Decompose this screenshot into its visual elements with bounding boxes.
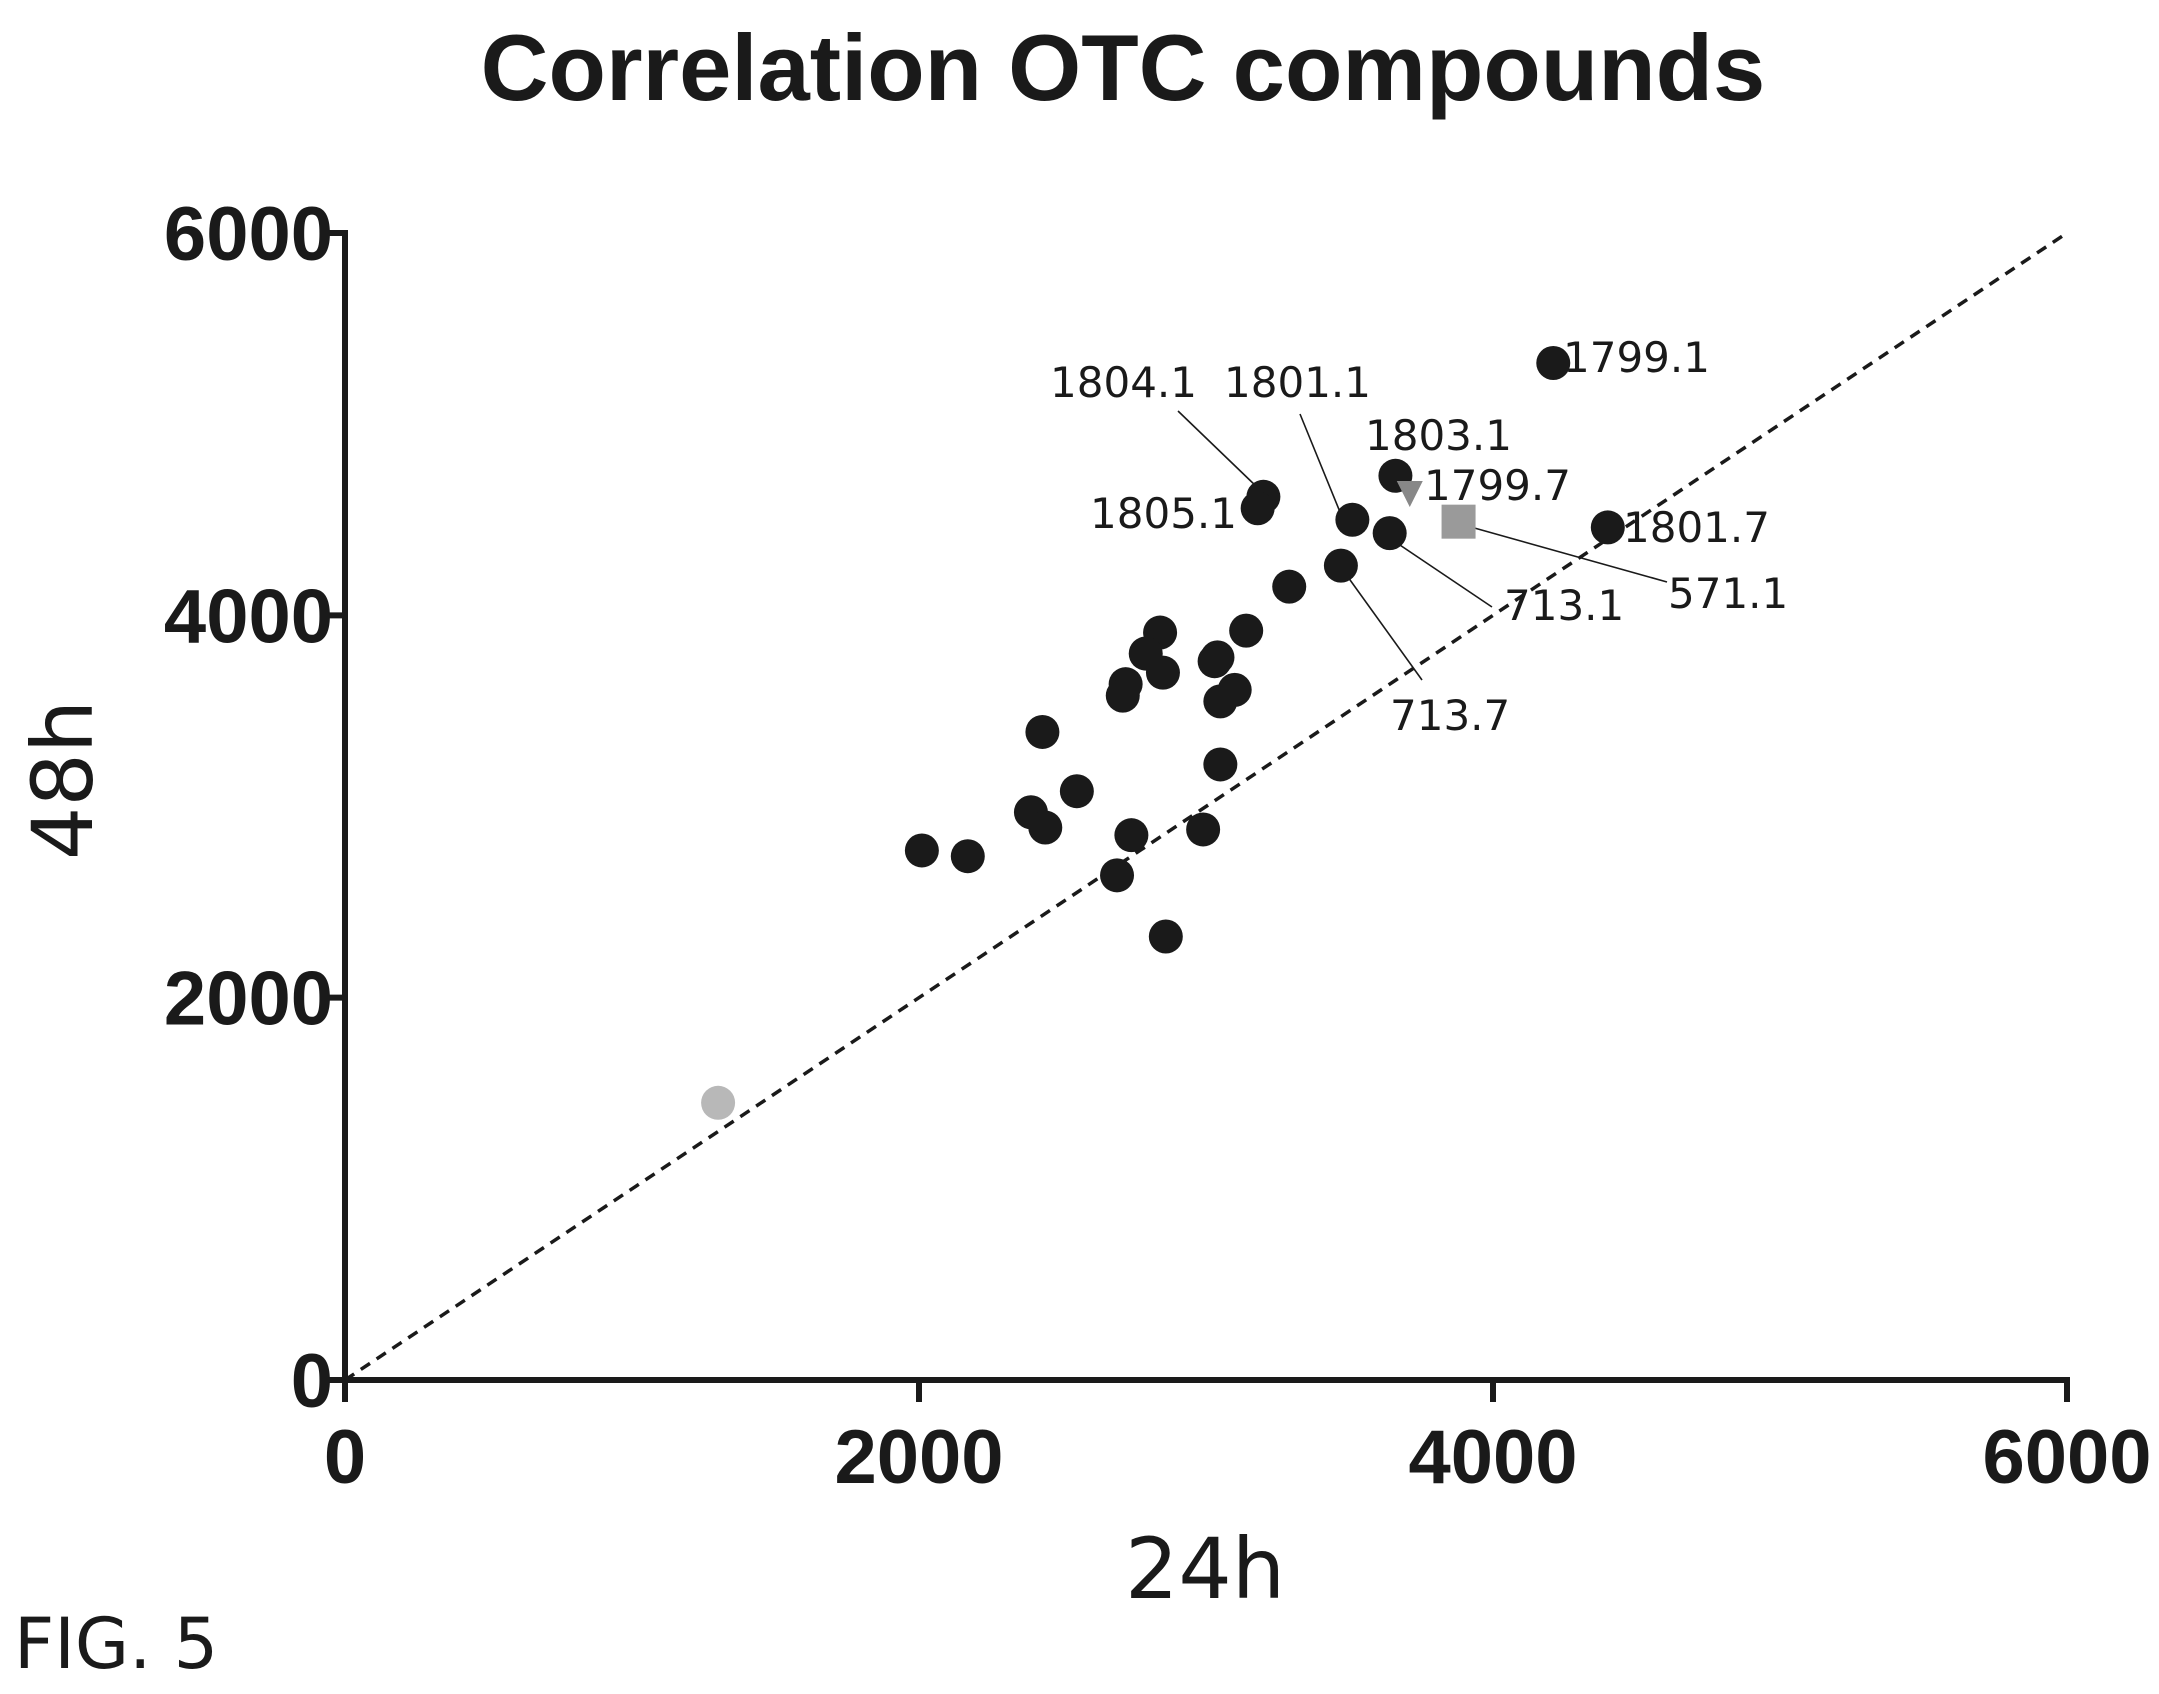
y-tick-label: 4000 — [164, 574, 333, 659]
point-annotation-label: 713.1 — [1504, 581, 1624, 630]
point-annotation-label: 571.1 — [1668, 569, 1788, 618]
point-annotation-label: 713.7 — [1390, 691, 1510, 740]
x-tick-label: 6000 — [1982, 1415, 2151, 1500]
data-point — [1114, 818, 1149, 853]
data-point — [1186, 812, 1221, 847]
point-annotation-label: 1799.1 — [1563, 333, 1710, 382]
data-point — [1105, 678, 1140, 713]
point-annotation-label: 1799.7 — [1424, 461, 1571, 510]
y-tick-label: 2000 — [164, 957, 333, 1042]
data-point — [1148, 919, 1183, 954]
data-point — [701, 1085, 736, 1120]
data-point — [1203, 747, 1238, 782]
data-point — [1372, 516, 1407, 551]
point-annotation-label: 1801.1 — [1224, 358, 1371, 407]
x-tick-label: 2000 — [834, 1415, 1003, 1500]
data-point — [1028, 810, 1063, 845]
annotation-leader-line — [1339, 565, 1423, 681]
data-point — [1590, 510, 1625, 545]
annotation-leader-line — [1452, 521, 1668, 583]
y-axis-title: 48h — [14, 700, 112, 860]
data-point — [1145, 655, 1180, 690]
data-point — [1100, 858, 1135, 893]
x-axis-title: 24h — [1125, 1520, 1285, 1618]
point-annotation-label: 1804.1 — [1050, 358, 1197, 407]
annotation-leader-line — [1299, 413, 1341, 513]
data-point — [1197, 644, 1232, 679]
data-point-triangle — [1396, 480, 1423, 507]
axes: 0 2000 4000 6000 0 2000 4000 6000 — [164, 192, 2152, 1500]
data-point — [1025, 714, 1060, 749]
data-point — [1059, 774, 1094, 809]
point-annotation-label: 1805.1 — [1090, 489, 1237, 538]
data-point — [1203, 684, 1238, 719]
data-point — [1240, 491, 1275, 526]
identity-dashed-line — [344, 231, 2068, 1382]
y-tick-label: 0 — [291, 1339, 333, 1424]
data-point — [1323, 548, 1358, 583]
chart-title: Correlation OTC compounds — [481, 15, 1766, 120]
annotation-leader-line — [1384, 534, 1493, 608]
data-point — [950, 839, 985, 874]
data-point — [1536, 345, 1571, 380]
x-tick-label: 0 — [324, 1415, 366, 1500]
data-point-square — [1441, 504, 1476, 539]
point-annotation-label: 1803.1 — [1365, 411, 1512, 460]
figure-label: FIG. 5 — [14, 1603, 218, 1685]
x-tick-label: 4000 — [1408, 1415, 1577, 1500]
data-point — [1229, 613, 1264, 648]
data-points — [701, 345, 1625, 1120]
y-tick-label: 6000 — [164, 192, 333, 277]
data-point — [904, 833, 939, 868]
reference-line — [344, 231, 2068, 1382]
data-point — [1335, 502, 1370, 537]
annotation-leader-line — [1177, 410, 1259, 489]
point-annotation-label: 1801.7 — [1623, 503, 1770, 552]
annotation-leaders — [1177, 410, 1668, 681]
data-point — [1272, 569, 1307, 604]
